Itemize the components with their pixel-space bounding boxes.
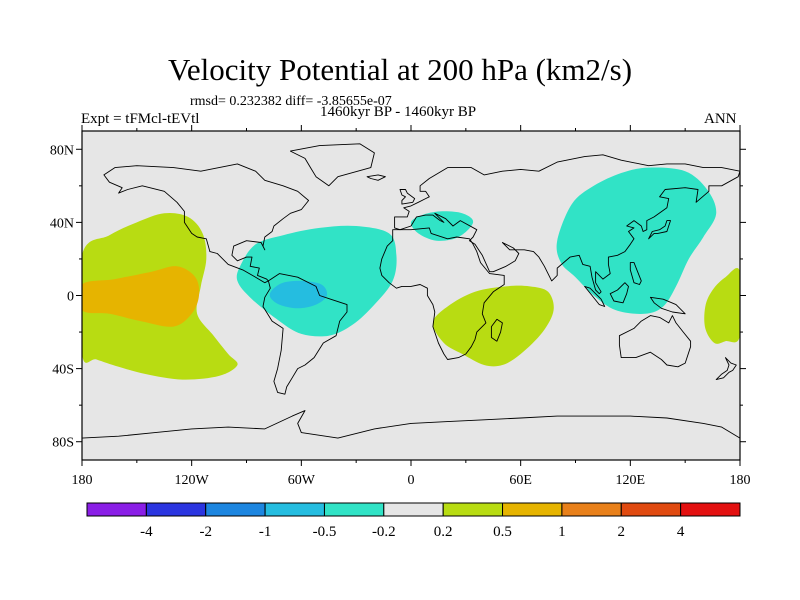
colorbar-label: 2 [618,524,626,540]
chart-title: Velocity Potential at 200 hPa (km2/s) [167,52,633,87]
coastline-sumatra [584,285,606,307]
coastline-iceland [366,174,386,181]
coastline-philippines [629,262,642,285]
coastline-borneo [609,282,629,304]
stats-line: rmsd= 0.232382 diff= -3.85655e-07 [190,94,392,109]
coastline-eurasia [394,154,740,295]
coastline-south-america [262,273,348,395]
coastline-north-america [103,163,310,284]
period-label: 1460kyr BP - 1460kyr BP [320,104,477,120]
y-tick-label: 0 [67,290,74,305]
coastline-antarctica [82,410,740,460]
x-tick-label: 60E [509,473,532,488]
colorbar-label: -0.5 [313,524,337,540]
coastline-new-zealand [715,357,737,381]
contour-indian-ocean-africa-positive [432,285,554,367]
colorbar-label: -0.2 [372,524,396,540]
contour-tropical-atlantic-negative [236,225,397,337]
y-tick-label: 80S [52,436,74,451]
x-tick-label: 120W [175,473,210,488]
colorbar-box [86,502,147,517]
x-tick-label: 180 [72,473,93,488]
colorbar-box [323,502,385,517]
coastline-new-guinea [649,296,686,315]
coastline-great-britain [399,189,416,205]
colorbar-box [264,502,325,517]
y-tick-label: 40N [50,216,74,231]
colorbar-label: 4 [677,524,685,540]
x-tick-label: 120E [616,473,646,488]
x-tick-label: 60W [288,473,316,488]
colorbar-label: 0.5 [493,524,512,540]
colorbar-box [620,502,682,517]
coastline-madagascar [490,318,503,342]
colorbar-box [442,502,504,517]
contour-west-pacific-asia-negative [556,167,717,314]
colorbar-box [502,502,563,517]
colorbar-label: -4 [140,524,153,540]
coastline-greenland [289,143,375,187]
colorbar-label: -2 [199,524,212,540]
colorbar-label: 0.2 [434,524,453,540]
y-tick-label: 40S [52,363,74,378]
contour-mediterranean-negative [410,211,474,241]
contour-fills [82,167,740,380]
contour-southwest-pacific-positive [704,268,740,344]
colorbar-label: -1 [259,524,272,540]
coastline-africa [379,227,505,360]
y-tick-label: 80N [50,143,74,158]
colorbar-box [205,502,266,517]
colorbar-box [145,502,207,517]
contour-amazon-core [269,280,328,309]
x-tick-label: 180 [730,473,751,488]
colorbar-box [561,502,622,517]
x-tick-label: 0 [408,473,415,488]
experiment-label: Expt = tFMcl-tEVtl [81,111,200,127]
contour-central-pacific-core [82,266,200,327]
colorbar: -4 -2 -1 -0.5 -0.2 0.2 0.5 1 2 4 [86,502,741,540]
colorbar-box [383,502,444,517]
coastline-australia [618,315,692,368]
season-label: ANN [704,111,737,127]
coastline-japan [648,220,671,240]
colorbar-label: 1 [558,524,566,540]
coastlines [82,143,740,460]
colorbar-box [680,502,741,517]
